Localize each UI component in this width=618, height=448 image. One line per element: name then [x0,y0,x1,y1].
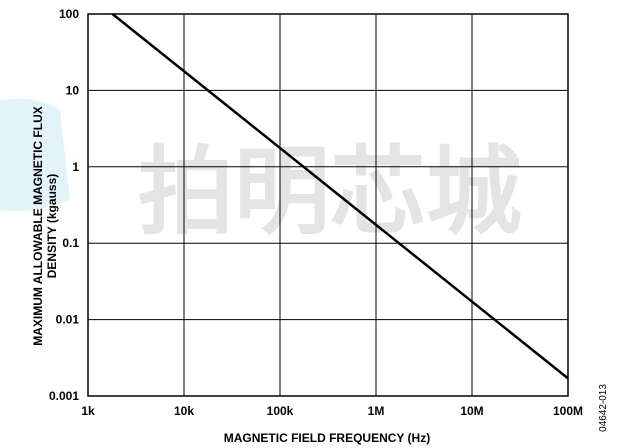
y-tick-label: 0.001 [49,389,79,403]
y-axis-title-line2: DENSITY (kgauss) [45,174,59,278]
x-tick-label: 1M [368,404,385,418]
plot-area [87,13,569,397]
x-tick-label: 100k [267,404,294,418]
watermark-text: 拍明芯城 [138,136,522,248]
series-line [111,13,569,380]
x-tick-labels: 1k 10k 100k 1M 10M 100M [81,404,583,418]
y-tick-label: 1 [72,160,79,174]
y-tick-label: 10 [66,83,80,97]
figure-id: 04642-013 [598,384,609,432]
x-tick-label: 10k [174,404,194,418]
x-tick-label: 1k [81,404,95,418]
watermark-logo [0,98,70,212]
series-layer [111,13,569,380]
x-axis-title: MAGNETIC FIELD FREQUENCY (Hz) [224,431,430,445]
y-tick-label: 0.1 [62,236,79,250]
y-tick-labels: 0.001 0.01 0.1 1 10 100 [49,7,79,403]
y-tick-label: 0.01 [56,313,80,327]
y-axis-title-line1: MAXIMUM ALLOWABLE MAGNETIC FLUX [31,106,45,346]
x-tick-label: 100M [553,404,583,418]
y-tick-label: 100 [59,7,79,21]
x-tick-label: 10M [460,404,483,418]
plot-frame [87,13,569,397]
